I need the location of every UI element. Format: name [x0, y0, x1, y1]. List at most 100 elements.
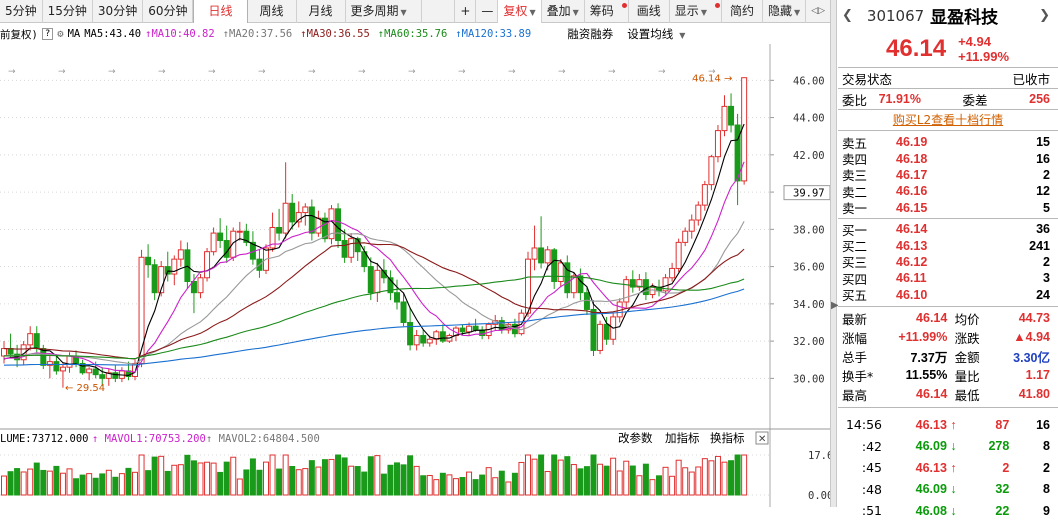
volume-tick-label: 0.00 — [808, 490, 830, 502]
simple-button[interactable]: 简约 — [722, 0, 763, 23]
stat-value: 46.14 — [916, 311, 948, 326]
volume-bar — [577, 468, 584, 496]
chips-button[interactable]: 筹码 — [585, 0, 629, 23]
close-icon-glyph: ✕ — [758, 434, 766, 445]
candle-body — [236, 230, 243, 233]
volume-bar — [452, 478, 459, 496]
tick-row: :51 46.08 ↓ 22 9 — [838, 500, 1058, 521]
order-label: 买四 — [842, 271, 868, 287]
price-header: 46.14 +4.94 +11.99% — [838, 31, 1058, 67]
candle-body — [557, 262, 564, 283]
candle-body — [308, 206, 315, 234]
back-arrow-icon[interactable]: ❮ — [842, 8, 853, 23]
candle-body — [1, 348, 7, 357]
period-more[interactable]: 更多周期 ▼ — [346, 0, 423, 23]
volume-bar — [367, 456, 374, 496]
candle-body — [321, 217, 328, 240]
volume-bar — [14, 468, 21, 496]
period-60min[interactable]: 60分钟 — [143, 0, 194, 23]
close-icon — [755, 431, 769, 445]
ma5-value: MA5:43.40 — [84, 28, 142, 40]
weicha-value: 256 — [1029, 92, 1050, 106]
draw-line-button[interactable]: 画线 — [629, 0, 670, 23]
tick-time: :42 — [861, 438, 882, 454]
panel-splitter[interactable] — [830, 0, 837, 507]
period-5min[interactable]: 5分钟 — [0, 0, 43, 23]
volume-bar — [616, 470, 623, 496]
candle-body — [708, 156, 715, 186]
order-price: 46.16 — [896, 184, 928, 199]
volume-bar — [230, 456, 237, 496]
candle-body — [394, 292, 400, 303]
price-axis: 46.0044.0042.0040.0038.0036.0034.0032.00… — [769, 44, 830, 507]
volume-bar — [79, 474, 86, 496]
forward-arrow-icon[interactable]: ❯ — [1039, 8, 1050, 23]
stat-value: 7.37万 — [910, 350, 948, 365]
candle-body — [662, 277, 669, 292]
ma20-value: ↑MA20:37.56 — [222, 28, 293, 40]
stat-label: 量比 — [954, 368, 980, 384]
scroll-arrow: → — [108, 67, 116, 77]
volume-bar — [472, 479, 479, 496]
scroll-arrow: → — [508, 67, 516, 77]
candle-body — [171, 258, 178, 275]
volume-bar — [276, 468, 283, 496]
ma120-line — [3, 288, 745, 366]
ma20-line — [4, 221, 745, 365]
l2-upsell-link[interactable]: 购买L2查看十档行情 — [892, 113, 1004, 127]
period-daily[interactable]: 日线 — [193, 0, 248, 23]
period-15min[interactable]: 15分钟 — [43, 0, 93, 23]
period-more-label: 更多周期 — [350, 3, 399, 18]
volume-bar — [446, 474, 453, 496]
tick-volume: 32 — [995, 482, 1010, 497]
display-button[interactable]: 显示 ▼ — [670, 0, 722, 23]
order-label: 买五 — [842, 288, 868, 304]
overlay-button[interactable]: 叠加 ▼ — [542, 0, 585, 23]
change-pct: +11.99% — [958, 49, 1010, 64]
stat-label: 最低 — [954, 387, 980, 403]
collapse-arrow-icon[interactable]: ▶ — [831, 300, 839, 311]
volume-bar — [734, 454, 741, 496]
candle-body — [341, 240, 348, 258]
expand-icon[interactable]: ◁▷ — [811, 5, 825, 16]
ma-label: MA — [67, 28, 81, 40]
gear-icon[interactable]: ⚙ — [57, 28, 64, 40]
add-indicator-button[interactable]: 加指标 — [665, 431, 700, 445]
ma120-value: ↑MA120:33.89 — [455, 28, 532, 40]
volume-bar — [636, 475, 643, 496]
price-tick-label: 46.00 — [793, 75, 825, 87]
volume-bar — [177, 464, 184, 496]
candle-body — [217, 232, 224, 242]
zoom-out-button[interactable]: — — [476, 0, 499, 23]
hide-button[interactable]: 隐藏 ▼ — [763, 0, 807, 23]
period-30min[interactable]: 30分钟 — [93, 0, 144, 23]
weibi-row: 委比 71.91% 委差 256 — [838, 89, 1058, 109]
candle-body — [590, 308, 597, 351]
tick-list[interactable]: 14:56 46.13 ↑ 87 16:42 46.09 ↓ 278 8:45 46.13 ↑… — [838, 408, 1058, 521]
volume-bar — [20, 471, 27, 496]
candle-body — [544, 249, 551, 264]
edit-params-button[interactable]: 改参数 — [618, 431, 653, 445]
tick-row: :42 46.09 ↓ 278 8 — [838, 435, 1058, 457]
order-volume: 24 — [1036, 287, 1050, 302]
price-tick-label: 42.00 — [793, 150, 825, 162]
kline-chart[interactable]: →→→→→→→→→→→→→→→ 46.0044.0042.0040.0038.0… — [0, 44, 830, 507]
period-weekly[interactable]: 周线 — [248, 0, 297, 23]
candle-body — [721, 105, 728, 132]
buy-orderbook: 买一 46.14 36 买二 46.13 241 买三 46.12 2 买四 46.11 3 买五 46.… — [838, 221, 1058, 303]
volume-bar — [420, 475, 427, 496]
volume-bar — [518, 461, 525, 496]
chips-label: 筹码 — [589, 3, 614, 18]
weibi-value: 71.91% — [878, 92, 921, 106]
zoom-in-button[interactable]: + — [454, 0, 477, 23]
fuquan-button[interactable]: 复权 ▼ — [498, 0, 542, 23]
margin-trading-link[interactable]: 融资融券 — [567, 27, 614, 41]
period-monthly[interactable]: 月线 — [297, 0, 346, 23]
candle-body — [701, 184, 708, 206]
help-icon[interactable]: ? — [41, 28, 54, 40]
volume-bar — [466, 471, 473, 496]
switch-indicator-button[interactable]: 换指标 — [710, 431, 745, 445]
stat-label: 换手* — [842, 368, 874, 384]
volume-bar — [597, 463, 604, 496]
ma-settings-button[interactable]: 设置均线 ▼ — [627, 26, 689, 42]
